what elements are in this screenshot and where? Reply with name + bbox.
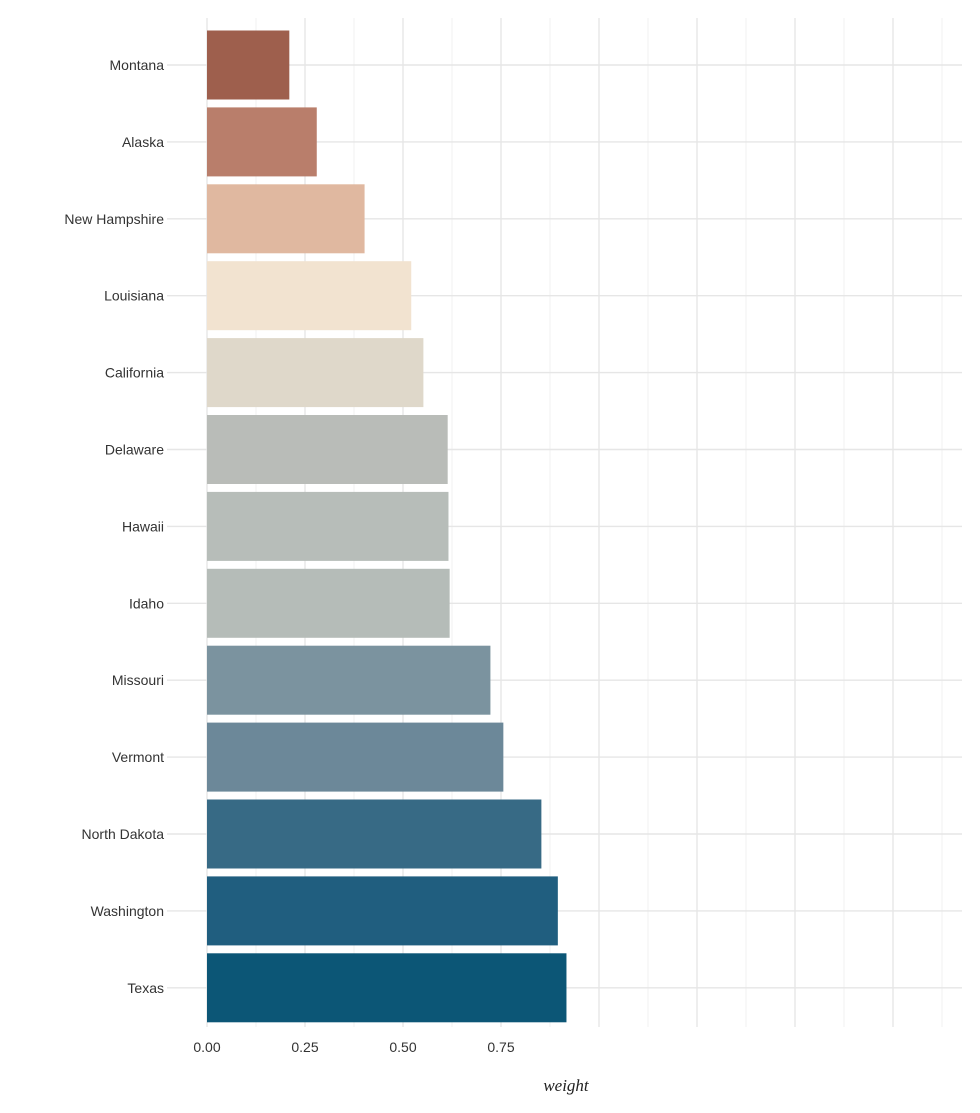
y-tick-label: Alaska (122, 134, 164, 150)
y-tick-label: California (105, 365, 164, 381)
y-tick-label: Louisiana (104, 288, 164, 304)
y-tick-label: Idaho (129, 595, 164, 611)
y-tick-label: Missouri (112, 672, 164, 688)
x-axis-tick-labels: 0.00 0.25 0.50 0.75 (193, 1039, 514, 1055)
y-tick-label: New Hampshire (64, 211, 164, 227)
x-tick-label: 0.00 (193, 1039, 220, 1055)
bar (207, 415, 448, 484)
bar (207, 338, 424, 408)
bar (207, 261, 412, 331)
y-axis-tick-labels: Montana Alaska New Hampshire Louisiana Calif… (64, 57, 164, 996)
y-tick-label: Texas (127, 980, 164, 996)
bar (207, 876, 558, 946)
y-tick-label: Delaware (105, 442, 164, 458)
bars (207, 30, 567, 1023)
y-tick-label: Hawaii (122, 518, 164, 534)
bar (207, 107, 317, 177)
y-tick-label: Vermont (112, 749, 164, 765)
bar (207, 491, 449, 561)
x-tick-label: 0.75 (487, 1039, 514, 1055)
bar (207, 184, 365, 254)
y-tick-label: Washington (91, 903, 164, 919)
x-tick-label: 0.25 (291, 1039, 318, 1055)
y-tick-label: Montana (110, 57, 165, 73)
y-tick-label: North Dakota (82, 826, 165, 842)
x-tick-label: 0.50 (389, 1039, 416, 1055)
bar (207, 953, 567, 1023)
bar (207, 30, 290, 100)
x-axis-title: weight (543, 1076, 590, 1095)
bar (207, 722, 504, 792)
bar (207, 568, 450, 638)
bar (207, 799, 542, 869)
grid-lines (167, 18, 962, 1027)
bar (207, 645, 491, 715)
